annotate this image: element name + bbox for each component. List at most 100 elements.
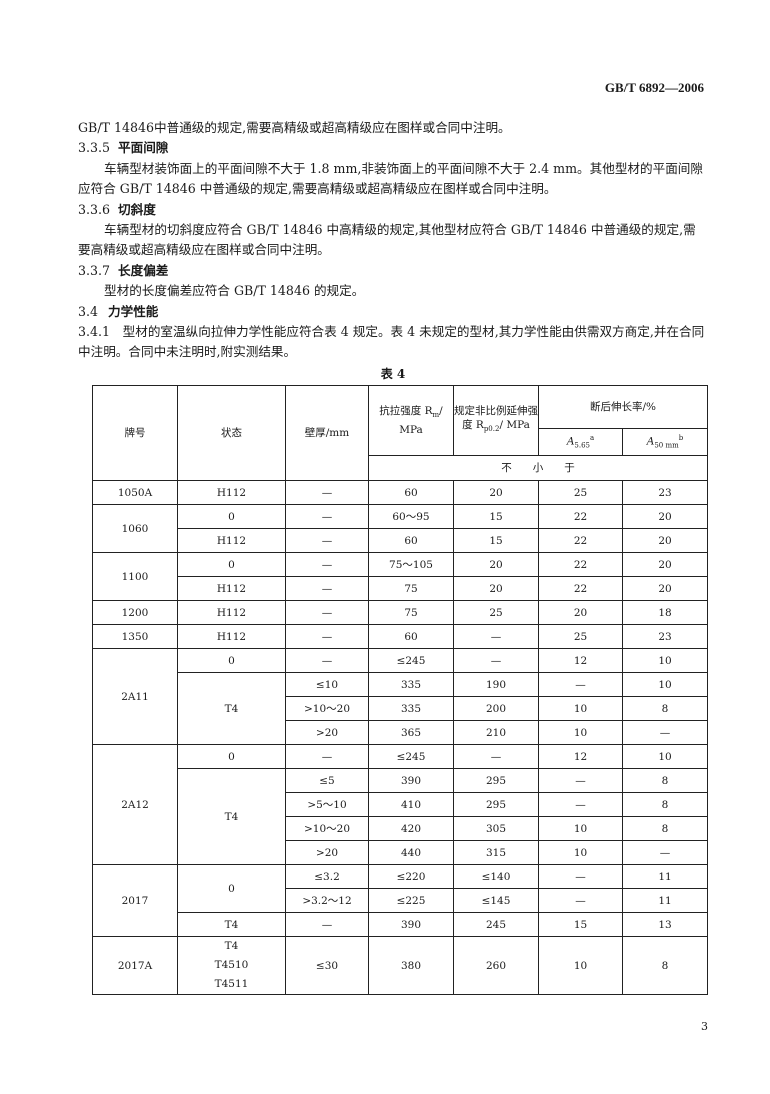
header-grade: 牌号 [92, 385, 178, 481]
section-heading-3-3-6: 3.3.6 切斜度 [78, 200, 708, 220]
table-cell: — [285, 480, 369, 505]
table-cell: — [538, 864, 623, 889]
table-cell: ≤3.2 [285, 864, 369, 889]
header-unit: / MPa [499, 419, 530, 432]
table-cell: H112 [177, 480, 286, 505]
paragraph: 型材的长度偏差应符合 GB/T 14846 的规定。 [104, 283, 365, 299]
table-row: >20 365 210 10— [93, 720, 709, 745]
table-cell: — [285, 504, 369, 529]
header-text: A [566, 435, 575, 448]
table-cell: ≤225 [368, 888, 454, 913]
table-cell: 8 [621, 936, 709, 995]
table-cell: 11 [621, 864, 709, 889]
table-cell: 1200 [92, 600, 178, 625]
header-not-less-than: 不 小 于 [367, 455, 709, 481]
table-row: 1200 H112—75 25 20 18 [92, 600, 709, 625]
table-cell: 365 [368, 720, 454, 745]
table-cell: 10 [538, 696, 623, 721]
header-elongation: 断后伸长率/% [537, 385, 709, 429]
section-heading-3-4: 3.4 力学性能 [78, 302, 708, 322]
subscript: 5.65 [574, 441, 590, 450]
table-cell: — [538, 888, 623, 913]
table-cell: 15 [538, 912, 623, 937]
table-cell: 22 [538, 552, 623, 577]
table-cell: 25 [538, 480, 623, 505]
table-cell: 10 [538, 720, 623, 745]
table-cell: — [285, 552, 369, 577]
section-number: 3.3.7 [78, 262, 111, 278]
table-cell: 0 [177, 744, 286, 769]
table-cell: 10 [621, 672, 709, 697]
page-number: 3 [701, 1020, 708, 1033]
table-cell: T4 [177, 912, 286, 937]
footnote-mark: a [590, 434, 595, 443]
table-cell: — [285, 744, 369, 769]
table-cell: — [621, 720, 709, 745]
table-cell: — [538, 792, 623, 817]
table-cell: 390 [368, 912, 454, 937]
table-cell: — [285, 528, 369, 553]
table-cell: 8 [621, 696, 709, 721]
table-cell: 2A11 [92, 648, 178, 745]
table-cell: 0 [177, 864, 286, 913]
section-title: 力学性能 [108, 303, 159, 319]
table-cell: 20 [621, 504, 709, 529]
table-cell: 12 [538, 648, 623, 673]
table-cell: 20 [453, 576, 539, 601]
table-row: T4—390 245 15 13 [93, 912, 709, 937]
table-cell: — [453, 648, 539, 673]
table-cell: 75～105 [368, 552, 454, 577]
table-row: 2A11 0— ≤245—12 10 [92, 648, 709, 745]
header-temper: 状态 [177, 385, 286, 481]
table-cell: ≤30 [285, 936, 369, 995]
table-cell: T4 [177, 768, 286, 865]
table-cell: 200 [453, 696, 539, 721]
table-cell: 22 [538, 504, 623, 529]
table-row: T4 ≤5 390 295—8 [93, 768, 709, 865]
paragraph: 3.4.1 型材的室温纵向拉伸力学性能应符合表 4 规定。表 4 未规定的型材,… [78, 324, 705, 360]
header-text: 规定非比例延伸强度 R [454, 405, 538, 432]
table-cell: H112 [177, 624, 286, 649]
table-row: 1060 0—60～95 15 22 20 [92, 504, 709, 553]
table-row: 2017 0 ≤3.2 ≤220 ≤140—11 [92, 864, 709, 937]
table-cell: 10 [621, 648, 709, 673]
table-cell: 420 [368, 816, 454, 841]
table-cell: 60 [368, 480, 454, 505]
table-cell: 13 [621, 912, 709, 937]
subscript: m [432, 411, 440, 420]
table-cell: 8 [621, 792, 709, 817]
section-number: 3.3.6 [78, 201, 111, 217]
table-cell: 0 [177, 648, 286, 673]
table-cell: T4 T4510 T4511 [177, 936, 286, 995]
table-row: >3.2～12 ≤225 ≤145—11 [93, 888, 709, 913]
header-a50mm: A50 mmb [621, 428, 709, 456]
table-row: H112—75 20 22 20 [93, 576, 709, 601]
table-cell: 8 [621, 768, 709, 793]
table-cell: >3.2～12 [285, 888, 369, 913]
section-title: 平面间隙 [118, 140, 169, 156]
table-cell: — [453, 624, 539, 649]
table-cell: 20 [453, 480, 539, 505]
table-cell: ≤10 [285, 672, 369, 697]
table-cell: — [538, 768, 623, 793]
table-body: 1050A H112—60 20 25 23 1060 0—60～95 15 22 20 H112—… [92, 480, 709, 995]
table-cell: >5～10 [285, 792, 369, 817]
table-cell: ≤245 [368, 648, 454, 673]
table-row: T4 ≤10 335 190—10 [93, 672, 709, 745]
header-text: 抗拉强度 R [379, 405, 433, 418]
paragraph: GB/T 14846中普通级的规定,需要高精级或超高精级应在图样或合同中注明。 [78, 120, 511, 135]
header-unit: / MPa [399, 405, 443, 436]
table-cell: — [453, 744, 539, 769]
standard-number: GB/T 6892—2006 [604, 80, 704, 95]
table-cell: T4 [177, 672, 286, 745]
table-cell: >10～20 [285, 816, 369, 841]
table-cell: H112 [177, 576, 286, 601]
table-cell: H112 [177, 528, 286, 553]
table-cell: 0 [177, 552, 286, 577]
table-cell: — [285, 624, 369, 649]
table-cell: 20 [453, 552, 539, 577]
table-caption: 表 4 [380, 366, 406, 381]
table-cell: 1060 [92, 504, 178, 553]
table-cell: 440 [368, 840, 454, 865]
table-cell: 15 [453, 504, 539, 529]
